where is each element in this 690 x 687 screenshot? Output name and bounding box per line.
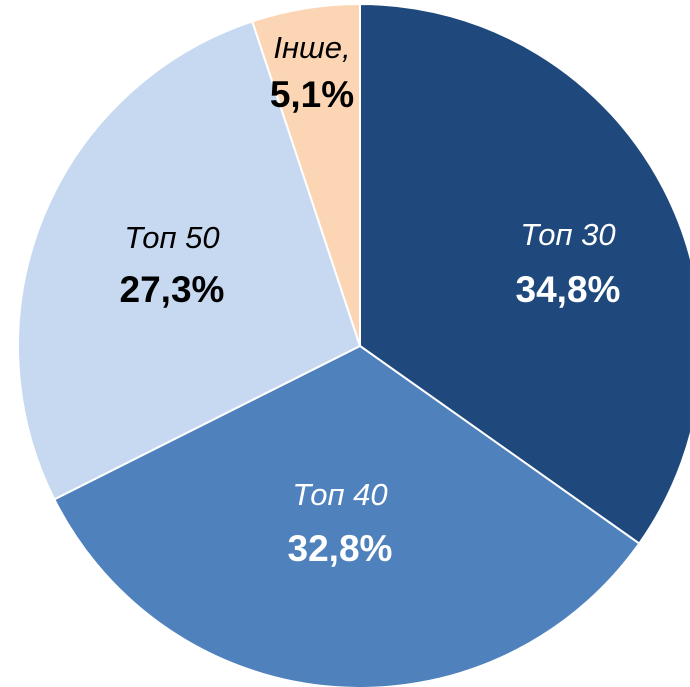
slice-name: Топ 30 [520,217,615,252]
pie-slice [52,344,641,687]
pie-slice [17,20,362,501]
slice-name: Інше, [273,30,350,65]
data-label: 27,3% [120,269,225,310]
slice-name: Топ 40 [292,477,387,512]
pie-slice [251,2,361,347]
pie-slice [359,2,690,545]
data-label: 34,8% [516,269,621,310]
slice-name: Топ 50 [124,220,219,255]
data-label: 32,8% [288,528,393,569]
data-label: 5,1% [270,74,354,115]
